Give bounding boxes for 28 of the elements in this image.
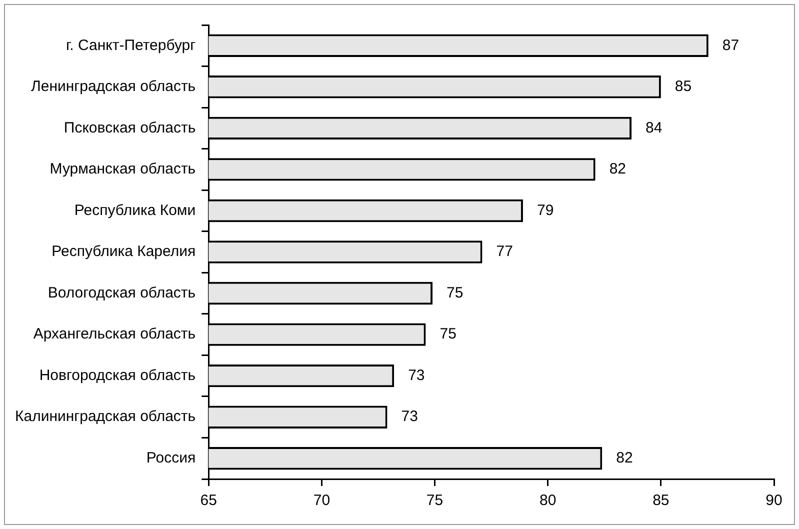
y-tick-label: Ленинградская область (31, 78, 196, 96)
x-tick-label: 65 (200, 492, 217, 510)
data-label: 73 (408, 366, 425, 384)
data-label: 75 (446, 284, 464, 302)
y-tick-label: Архангельская область (33, 326, 196, 343)
data-label: 82 (616, 450, 633, 467)
y-tick-label: Вологодская область (48, 284, 196, 302)
data-label: 77 (496, 243, 513, 260)
y-tick-label: Республика Карелия (52, 243, 196, 260)
data-label: 82 (609, 160, 626, 178)
data-label: 84 (646, 119, 662, 136)
x-tick-label: 85 (652, 492, 670, 510)
y-tick-label: Мурманская область (50, 160, 196, 178)
data-label: 75 (440, 326, 456, 343)
y-tick-label: Калининградская область (14, 408, 196, 426)
x-tick-label: 90 (766, 492, 782, 510)
y-tick-label: Псковская область (64, 119, 196, 136)
x-tick-label: 75 (426, 492, 444, 510)
y-tick-label: Новгородская область (39, 366, 196, 384)
data-label: 73 (401, 408, 418, 426)
y-tick-label: Республика Коми (74, 202, 196, 219)
y-tick-label: Россия (146, 450, 196, 467)
x-tick-label: 80 (540, 492, 556, 510)
data-label: 87 (722, 36, 740, 54)
data-label: 79 (536, 202, 554, 219)
data-label: 85 (674, 78, 692, 96)
x-tick-label: 70 (313, 492, 330, 510)
y-tick-label: г. Санкт-Петербург (66, 36, 196, 54)
